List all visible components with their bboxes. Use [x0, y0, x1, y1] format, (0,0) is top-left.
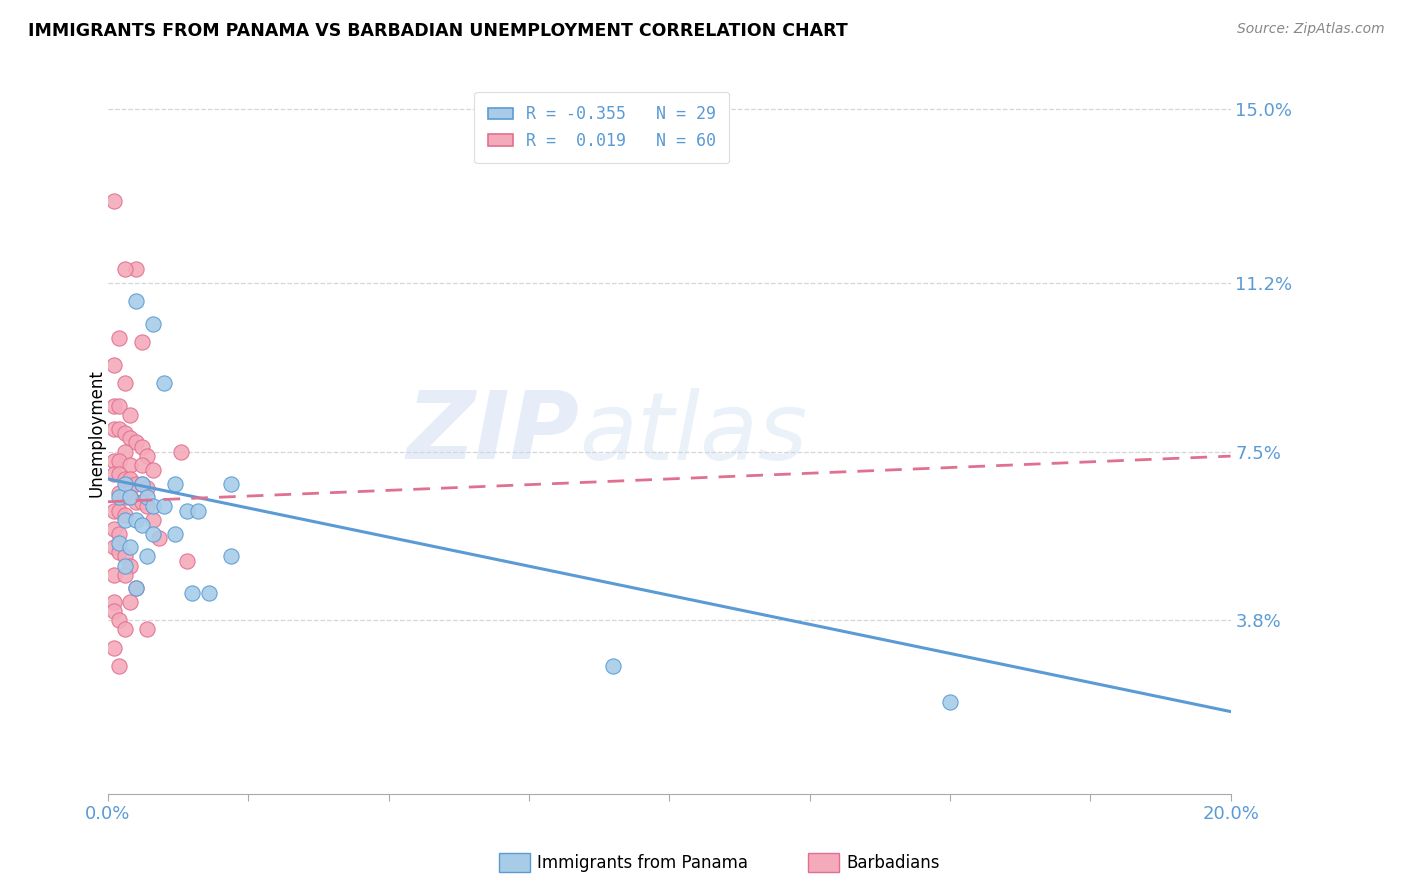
- Point: [120, 458, 142, 473]
- Point: [114, 444, 136, 458]
- Point: [108, 536, 131, 550]
- Text: atlas: atlas: [579, 388, 807, 479]
- Point: [103, 358, 125, 372]
- Point: [114, 262, 136, 277]
- Point: [108, 613, 131, 627]
- Point: [114, 567, 136, 582]
- Point: [108, 490, 131, 504]
- Point: [165, 476, 187, 491]
- Point: [114, 623, 136, 637]
- Point: [136, 481, 159, 495]
- Point: [114, 376, 136, 391]
- Text: IMMIGRANTS FROM PANAMA VS BARBADIAN UNEMPLOYMENT CORRELATION CHART: IMMIGRANTS FROM PANAMA VS BARBADIAN UNEM…: [28, 22, 848, 40]
- Point: [153, 500, 176, 514]
- Point: [176, 504, 198, 518]
- Point: [120, 558, 142, 573]
- Point: [108, 659, 131, 673]
- Point: [114, 472, 136, 486]
- Point: [221, 549, 243, 564]
- Legend: R = -0.355   N = 29, R =  0.019   N = 60: R = -0.355 N = 29, R = 0.019 N = 60: [474, 92, 730, 163]
- Y-axis label: Unemployment: Unemployment: [89, 369, 105, 497]
- Point: [120, 541, 142, 555]
- Point: [108, 467, 131, 482]
- Point: [108, 485, 131, 500]
- Point: [103, 604, 125, 618]
- Point: [103, 399, 125, 413]
- Point: [103, 453, 125, 467]
- Point: [187, 504, 209, 518]
- Point: [114, 426, 136, 441]
- Point: [108, 422, 131, 436]
- Point: [125, 435, 148, 450]
- Text: Immigrants from Panama: Immigrants from Panama: [537, 854, 748, 871]
- Point: [108, 526, 131, 541]
- Point: [108, 453, 131, 467]
- Point: [153, 376, 176, 391]
- Point: [131, 517, 153, 532]
- Point: [125, 476, 148, 491]
- Point: [114, 558, 136, 573]
- Point: [108, 399, 131, 413]
- Point: [114, 513, 136, 527]
- Point: [165, 526, 187, 541]
- Point: [103, 504, 125, 518]
- Point: [142, 500, 165, 514]
- Point: [136, 500, 159, 514]
- Point: [120, 490, 142, 504]
- Point: [120, 472, 142, 486]
- Point: [131, 494, 153, 508]
- Point: [120, 490, 142, 504]
- Point: [131, 476, 153, 491]
- Point: [136, 623, 159, 637]
- Point: [131, 458, 153, 473]
- Point: [103, 595, 125, 609]
- Point: [125, 582, 148, 596]
- Point: [939, 695, 962, 709]
- Point: [114, 490, 136, 504]
- Point: [136, 449, 159, 463]
- Point: [170, 444, 193, 458]
- Point: [103, 194, 125, 208]
- Point: [108, 545, 131, 559]
- Text: Source: ZipAtlas.com: Source: ZipAtlas.com: [1237, 22, 1385, 37]
- Point: [142, 317, 165, 331]
- Point: [181, 586, 204, 600]
- Point: [142, 463, 165, 477]
- Point: [131, 335, 153, 350]
- Point: [103, 522, 125, 536]
- Point: [142, 513, 165, 527]
- Point: [114, 508, 136, 523]
- Point: [108, 330, 131, 344]
- Point: [131, 476, 153, 491]
- Point: [136, 490, 159, 504]
- Point: [176, 554, 198, 568]
- Point: [142, 526, 165, 541]
- Point: [125, 494, 148, 508]
- Point: [125, 262, 148, 277]
- Point: [148, 531, 170, 545]
- Text: Barbadians: Barbadians: [846, 854, 941, 871]
- Point: [103, 567, 125, 582]
- Point: [198, 586, 221, 600]
- Point: [602, 659, 624, 673]
- Point: [131, 440, 153, 454]
- Point: [103, 640, 125, 655]
- Point: [108, 504, 131, 518]
- Point: [125, 293, 148, 308]
- Point: [114, 549, 136, 564]
- Point: [221, 476, 243, 491]
- Point: [103, 541, 125, 555]
- Point: [114, 476, 136, 491]
- Text: ZIP: ZIP: [406, 387, 579, 479]
- Point: [120, 595, 142, 609]
- Point: [136, 549, 159, 564]
- Point: [120, 431, 142, 445]
- Point: [103, 467, 125, 482]
- Point: [120, 408, 142, 422]
- Point: [125, 582, 148, 596]
- Point: [103, 422, 125, 436]
- Point: [125, 513, 148, 527]
